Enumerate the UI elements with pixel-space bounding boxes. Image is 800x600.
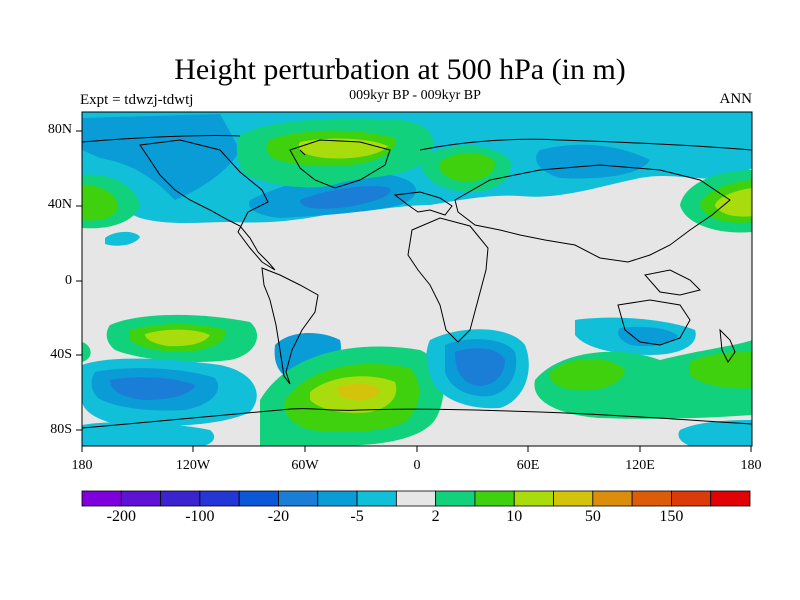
y-tick-40n: 40N <box>47 197 72 212</box>
x-tick-120e: 120E <box>625 458 655 473</box>
contour-sw-positive <box>82 342 91 362</box>
colorbar-swatch <box>199 490 240 507</box>
colorbar-swatch <box>160 490 201 507</box>
plot-subtitle: 009kyr BP - 009kyr BP <box>349 88 481 103</box>
contour-south-pacific-negative-3 <box>110 377 195 400</box>
contour-field <box>82 112 752 446</box>
colorbar-label: 150 <box>659 508 684 525</box>
contour-npacific-positive-east-3 <box>715 188 752 217</box>
colorbar-label: -5 <box>350 508 364 525</box>
y-tick-40s: 40S <box>50 347 72 362</box>
contour-southern-ocean-positive-2 <box>549 358 625 391</box>
colorbar-label: 50 <box>584 508 601 525</box>
x-tick-180e: 180 <box>740 458 762 473</box>
colorbar-swatch <box>435 490 476 507</box>
colorbar-swatch <box>553 490 594 507</box>
x-tick-180w: 180 <box>71 458 93 473</box>
x-tick-60w: 60W <box>291 458 319 473</box>
contour-npacific-positive-west-2 <box>82 184 118 221</box>
x-tick-0: 0 <box>413 458 421 473</box>
colorbar-label: -20 <box>267 508 290 525</box>
colorbar-swatch <box>395 490 437 507</box>
colorbar-label: 2 <box>431 508 440 525</box>
colorbar-swatch <box>474 490 515 507</box>
colorbar-swatch <box>278 490 319 507</box>
coastlines <box>82 134 752 429</box>
colorbar-swatch <box>356 490 397 507</box>
contour-south-pacific-positive-3 <box>145 329 210 347</box>
y-tick-0: 0 <box>65 273 72 288</box>
colorbar-swatch <box>513 490 554 507</box>
contour-southern-ocean-positive-3 <box>690 352 752 389</box>
colorbar-swatch <box>317 490 358 507</box>
season-label: ANN <box>719 91 753 107</box>
axis-ticks <box>76 130 752 452</box>
colorbar-swatch <box>120 490 161 507</box>
contour-australia-negative-2 <box>618 326 678 347</box>
x-tick-120w: 120W <box>175 458 211 473</box>
colorbar-label: 10 <box>506 508 523 525</box>
colorbar-swatch <box>81 490 122 507</box>
experiment-label: Expt = tdwzj-tdwtj <box>80 92 194 108</box>
contour-north-negative-4 <box>300 186 391 209</box>
plot-title: Height perturbation at 500 hPa (in m) <box>174 53 626 86</box>
contour-atlantic-positive-4 <box>337 383 380 401</box>
y-tick-80n: 80N <box>47 122 72 137</box>
colorbar-swatch <box>631 490 672 507</box>
colorbar-label: -200 <box>106 508 136 525</box>
contour-small-negative <box>105 231 140 246</box>
x-tick-60e: 60E <box>516 458 540 473</box>
contour-antarctic-negative-west <box>82 422 215 446</box>
y-tick-80s: 80S <box>50 422 72 437</box>
contour-scandinavia-positive-2 <box>439 153 495 182</box>
contour-indian-negative-3 <box>455 348 505 386</box>
colorbar-swatch <box>592 490 633 507</box>
colorbar-swatch <box>710 490 751 507</box>
colorbar-swatch <box>671 490 712 507</box>
contour-asia-negative <box>536 144 650 179</box>
colorbar-label: -100 <box>185 508 215 525</box>
colorbar <box>81 490 751 507</box>
colorbar-swatch <box>238 490 279 507</box>
contour-antarctic-negative <box>678 420 752 446</box>
